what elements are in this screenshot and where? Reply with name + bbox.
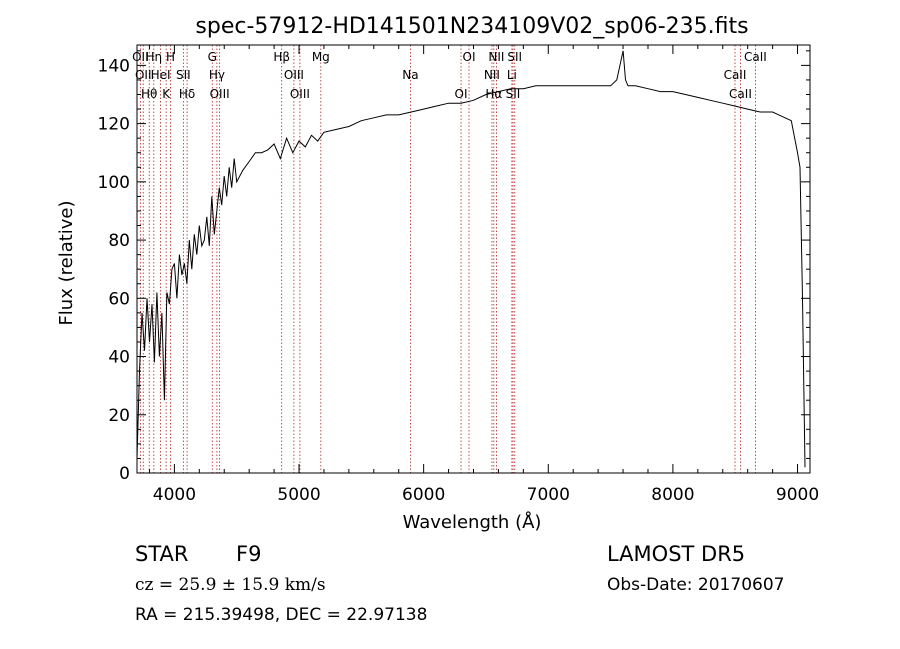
spectral-line-label: OI (455, 87, 468, 101)
spectral-line-label: Li (507, 68, 517, 82)
spectral-line-label: Hθ (141, 87, 157, 101)
spectral-line-label: G (208, 50, 217, 64)
survey-name: LAMOST DR5 (607, 542, 745, 566)
redshift-text: cz = 25.9 ± 15.9 km/s (135, 575, 326, 595)
spectral-line-label: HeI (151, 68, 171, 82)
y-tick-label: 20 (108, 406, 130, 426)
x-tick-label: 5000 (277, 485, 320, 505)
y-tick-label: 120 (98, 115, 130, 135)
spectrum-line (136, 50, 806, 468)
x-tick-label: 7000 (527, 485, 570, 505)
y-tick-label: 100 (98, 173, 130, 193)
spectral-line-label: K (162, 87, 171, 101)
y-tick-label: 60 (108, 289, 130, 309)
y-tick-label: 0 (119, 464, 130, 484)
spectral-line-label: Hδ (179, 87, 195, 101)
spectral-line-label: CaII (724, 68, 747, 82)
spectral-line-label: SII (176, 68, 191, 82)
y-tick-label: 40 (108, 348, 130, 368)
spectral-line-label: Hγ (209, 68, 225, 82)
spectral-line-label: Hη (146, 50, 163, 64)
spectral-line-label: CaII (744, 50, 767, 64)
spectral-line-label: OIII (290, 87, 310, 101)
x-axis-label: Wavelength (Å) (403, 511, 542, 533)
spectral-line-label: SII (507, 50, 522, 64)
spectral-line-label: OIII (210, 87, 230, 101)
y-axis-label: Flux (relative) (56, 200, 77, 325)
spectral-line-label: Hα (485, 87, 502, 101)
plot-frame (136, 44, 811, 474)
spectral-line-label: OII (132, 50, 149, 64)
spectral-line-label: Na (402, 68, 418, 82)
x-tick-label: 4000 (153, 485, 196, 505)
x-tick-label: 9000 (776, 485, 819, 505)
observation-date: Obs-Date: 20170607 (607, 575, 784, 595)
spectral-line-label: OII (135, 68, 152, 82)
spectral-line-label: CaII (729, 87, 752, 101)
spectral-line-label: SII (506, 87, 521, 101)
spectral-line-label: Mg (312, 50, 330, 64)
spectral-line-label: NII (488, 50, 504, 64)
chart-title: spec-57912-HD141501N234109V02_sp06-235.f… (195, 14, 748, 39)
x-tick-label: 8000 (651, 485, 694, 505)
spectral-line-labels: OIIOIIHθHηHeIKHSIIHδGHγOIIIHβOIIIOIIIMgN… (132, 50, 767, 101)
spectral-line-markers (139, 45, 756, 473)
y-axis-ticks: 0 20 40 60 80 100 120 140 (98, 50, 810, 484)
x-axis-ticks: 4000 5000 6000 7000 8000 9000 (148, 45, 819, 505)
coordinates-text: RA = 215.39498, DEC = 22.97138 (135, 605, 427, 625)
spectral-line-label: Hβ (273, 50, 290, 64)
object-subclass: F9 (236, 542, 261, 566)
spectral-line-label: NII (484, 68, 500, 82)
spectral-line-label: H (166, 50, 175, 64)
spectral-line-label: OIII (284, 68, 304, 82)
x-tick-label: 6000 (402, 485, 445, 505)
y-tick-label: 140 (98, 56, 130, 76)
object-class: STAR (135, 542, 188, 566)
spectral-line-label: OI (463, 50, 476, 64)
y-tick-label: 80 (108, 231, 130, 251)
